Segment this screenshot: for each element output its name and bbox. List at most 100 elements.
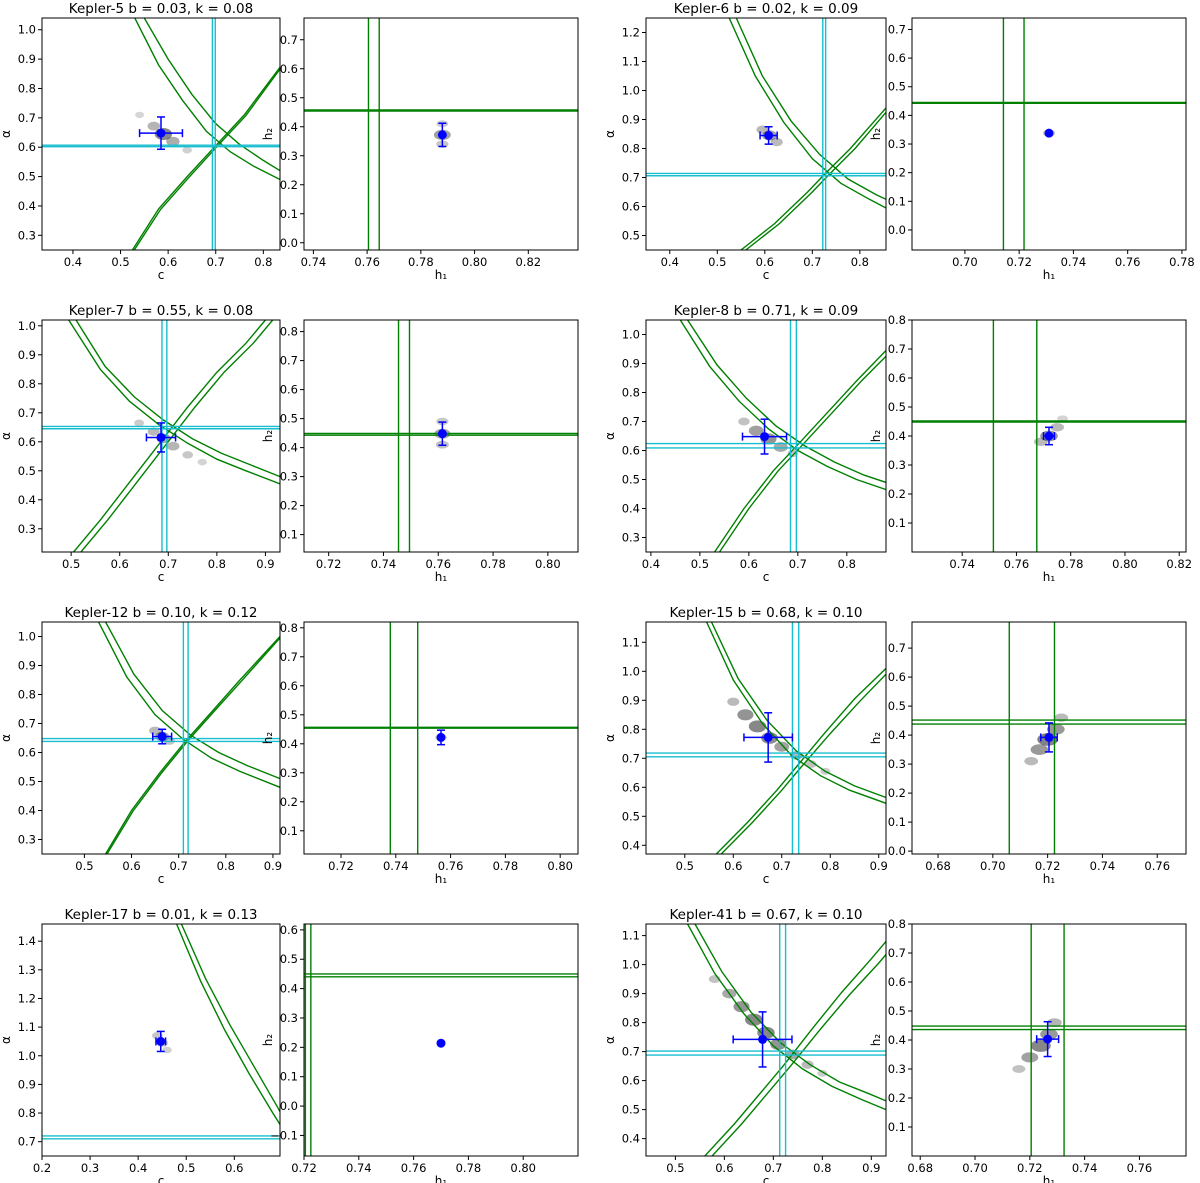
y-tick-label: 0.7	[622, 1045, 640, 1059]
plot-area	[646, 622, 886, 854]
x-tick-label: 0.8	[813, 1161, 831, 1175]
panel-title: Kepler-15 b = 0.68, k = 0.10	[669, 605, 862, 621]
constraint-curve	[180, 924, 280, 1112]
y-tick-label: 0.4	[280, 441, 298, 455]
x-tick-label: 0.5	[666, 1161, 684, 1175]
y-tick-label: 0.6	[280, 679, 298, 693]
constraint-curve	[686, 924, 886, 1111]
constraint-curve	[714, 350, 886, 552]
density-cell	[745, 1013, 763, 1026]
y-tick-label: 0.1	[888, 194, 906, 208]
x-tick-label: 0.5	[111, 255, 129, 269]
y-tick-label: 0.4	[888, 108, 906, 122]
y-tick-label: 0.5	[622, 1103, 640, 1117]
x-tick-label: 0.74	[346, 1161, 372, 1175]
constraint-curve	[704, 940, 886, 1156]
x-tick-label: 0.74	[949, 557, 975, 571]
axes-frame	[645, 621, 887, 855]
density-cell	[166, 441, 180, 451]
y-tick-label: 0.5	[888, 699, 906, 713]
y-tick-label: 0.4	[280, 120, 298, 134]
estimate-point	[152, 728, 173, 745]
y-tick-label: 0.1	[888, 815, 906, 829]
x-tick-label: 0.74	[371, 557, 397, 571]
y-tick-label: 0.2	[280, 499, 298, 513]
y-tick-label: 0.3	[622, 531, 640, 545]
x-axis-label: h₁	[435, 570, 448, 584]
y-tick-label: 0.8	[622, 142, 640, 156]
density-cell	[197, 458, 207, 466]
constraint-curve	[740, 107, 886, 250]
y-tick-label: 1.0	[622, 664, 640, 678]
x-tick-label: 0.74	[301, 255, 327, 269]
x-axis-label: h₁	[1043, 1174, 1056, 1183]
x-tick-label: 0.5	[75, 859, 93, 873]
y-tick-label: 1.1	[622, 55, 640, 69]
y-tick-label: 0.5	[888, 400, 906, 414]
x-tick-label: 0.80	[462, 255, 488, 269]
panel-13: 0.72 0.74 0.76 0.78 0.80 −0.1 0.0 0.1 0.2 0.3 0.4 0…	[261, 923, 579, 1183]
y-tick-label: 1.0	[18, 630, 36, 644]
y-tick-label: 1.3	[18, 963, 36, 977]
estimate-point	[155, 1030, 167, 1053]
axes-frame	[645, 17, 887, 251]
constraint-curve	[131, 66, 280, 250]
density-cell	[135, 111, 145, 119]
x-tick-label: 0.78	[408, 255, 434, 269]
panel-14: 0.5 0.6 0.7 0.8 0.9 0.4 0.5 0.6 0.7 0.8 0.9 1.0 1.1 c…	[603, 907, 887, 1183]
y-tick-label: 0.3	[280, 766, 298, 780]
plot-area	[912, 622, 1186, 854]
x-tick-label: 0.80	[510, 1161, 536, 1175]
y-tick-label: 0.1	[888, 516, 906, 530]
x-tick-label: 0.6	[159, 255, 177, 269]
axes-frame	[41, 17, 281, 251]
panel-6: 0.4 0.5 0.6 0.7 0.80.30.40.50.60.70.80.91.0c…	[603, 303, 887, 584]
density-cell	[1024, 757, 1039, 766]
constraint-curve	[104, 622, 280, 780]
x-tick-label: 0.5	[62, 557, 80, 571]
y-tick-label: 0.6	[280, 923, 298, 937]
y-axis-label: α	[0, 130, 13, 138]
y-tick-label: 0.6	[888, 975, 906, 989]
x-tick-label: 0.74	[1072, 1161, 1098, 1175]
y-tick-label: 1.4	[18, 934, 36, 948]
y-axis-label: α	[603, 734, 617, 742]
x-tick-label: 0.9	[264, 859, 282, 873]
plot-area	[912, 18, 1186, 250]
density-cell	[801, 1060, 814, 1069]
panel-title: Kepler-5 b = 0.03, k = 0.08	[69, 1, 253, 17]
x-tick-label: 0.2	[33, 1161, 51, 1175]
axes-frame	[911, 17, 1187, 251]
estimate-point	[437, 421, 447, 447]
estimate-point	[437, 122, 447, 148]
estimate-point	[436, 729, 446, 746]
estimate-point	[145, 422, 177, 453]
y-tick-label: 0.7	[888, 946, 906, 960]
axes-frame	[645, 319, 887, 553]
x-tick-label: 0.72	[291, 1161, 317, 1175]
x-tick-label: 0.6	[715, 1161, 733, 1175]
constraint-curve	[687, 320, 886, 484]
axes-frame	[41, 923, 281, 1157]
x-axis-label: c	[158, 268, 165, 282]
panel-15: 0.68 0.70 0.72 0.74 0.76 0.1 0.2 0.3 0.4 0.5 0.6 0.…	[869, 917, 1187, 1183]
plot-area	[646, 320, 886, 552]
constraint-curve	[735, 18, 886, 200]
x-tick-label: 0.80	[1112, 557, 1138, 571]
x-tick-label: 0.82	[1166, 557, 1192, 571]
y-tick-label: 0.0	[888, 844, 906, 858]
plot-area	[646, 924, 886, 1156]
y-tick-label: 0.5	[18, 464, 36, 478]
y-tick-label: 0.7	[622, 171, 640, 185]
y-tick-label: 0.6	[622, 780, 640, 794]
x-tick-label: 0.7	[159, 557, 177, 571]
panel-10: 0.5 0.6 0.7 0.8 0.9 0.4 0.5 0.6 0.7 0.8 0.9 1.0 1.1 c…	[603, 605, 888, 886]
y-tick-label: 0.8	[622, 722, 640, 736]
density-cell	[1047, 723, 1065, 735]
plot-area	[42, 622, 280, 854]
y-tick-label: 0.2	[888, 166, 906, 180]
plot-area	[304, 320, 578, 552]
density-cell	[147, 121, 161, 131]
density-cell	[737, 709, 754, 721]
x-axis-label: h₁	[1043, 268, 1056, 282]
